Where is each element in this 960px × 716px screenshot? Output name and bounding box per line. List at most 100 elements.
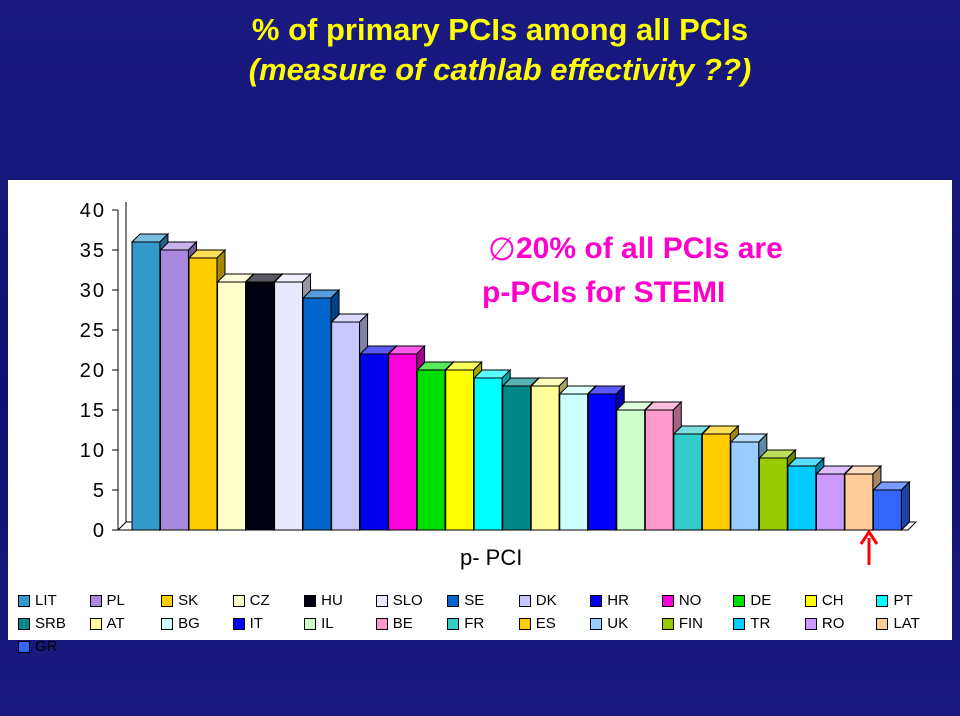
legend-swatch [89, 594, 102, 607]
bar-front [331, 321, 361, 531]
bar-front [559, 393, 589, 531]
bar-chart: 40 35 30 25 20 15 10 5 0 ∅ 20% of all PCIs are p… [80, 200, 918, 570]
y-tick-label: 40 [80, 200, 106, 222]
bar-front [587, 393, 617, 531]
legend-item-SK: SK [161, 592, 233, 609]
bar-front [160, 249, 189, 531]
y-tick-label: 35 [80, 240, 106, 262]
bar-front [701, 433, 731, 531]
legend-item-PL: PL [89, 592, 162, 609]
legend-label: PT [893, 592, 913, 609]
legend-label: CZ [249, 592, 270, 609]
legend-item-BE: BE [375, 615, 448, 632]
legend-label: HU [321, 592, 343, 609]
legend-item-HR: HR [590, 592, 662, 609]
legend-swatch [18, 594, 30, 607]
legend-label: ES [535, 615, 556, 632]
legend-label: SRB [35, 615, 66, 632]
legend-item-SE: SE [447, 592, 519, 609]
legend-swatch [161, 594, 174, 607]
bar-front [787, 465, 817, 531]
legend-label: UK [607, 615, 629, 632]
legend-item-DE: DE [733, 592, 805, 609]
legend-swatch [161, 617, 174, 630]
legend-item-PT: PT [876, 592, 948, 609]
legend-label: CH [821, 592, 844, 609]
legend-label: IT [249, 615, 263, 632]
legend-item-SLO: SLO [375, 592, 448, 609]
legend-label: HR [607, 592, 629, 609]
legend-swatch [661, 594, 674, 607]
legend-label: IL [321, 615, 334, 632]
legend-swatch [590, 617, 603, 630]
legend-swatch [590, 594, 603, 607]
legend-item-BG: BG [161, 615, 233, 632]
legend-label: SLO [392, 592, 423, 609]
legend-item-AT: AT [89, 615, 162, 632]
legend-item-ES: ES [518, 615, 591, 632]
legend-item-IT: IT [232, 615, 305, 632]
y-tick-label: 25 [80, 320, 106, 342]
legend-swatch [876, 617, 889, 630]
legend-item-CZ: CZ [232, 592, 305, 609]
legend-item-UK: UK [590, 615, 662, 632]
legend-label: LIT [35, 592, 57, 609]
bar-front [815, 473, 845, 531]
y-tick-label: 10 [80, 440, 106, 462]
legend-swatch [518, 594, 531, 607]
legend-swatch [18, 640, 30, 653]
bar-front [388, 353, 418, 531]
bar-front [872, 489, 902, 531]
bar-front [644, 409, 674, 531]
bar-front [359, 353, 389, 531]
bar-front [416, 369, 446, 531]
legend-label: LAT [893, 615, 920, 632]
y-tick-label: 0 [93, 520, 106, 542]
bar-GR [872, 480, 911, 532]
bar-front [217, 281, 247, 531]
legend-item-CH: CH [804, 592, 877, 609]
legend-item-DK: DK [518, 592, 591, 609]
y-tick-label: 5 [93, 480, 106, 502]
legend-label: DK [535, 592, 557, 609]
legend-swatch [804, 594, 817, 607]
title-line-1: % of primary PCIs among all PCIs [251, 12, 749, 47]
legend-swatch [375, 594, 388, 607]
legend-label: GR [35, 638, 58, 655]
bar-front [131, 241, 161, 531]
legend-swatch [733, 617, 746, 630]
legend-swatch [304, 617, 317, 630]
annotation-line-2: p-PCIs for STEMI [482, 276, 725, 309]
legend-item-GR: GR [18, 638, 90, 655]
legend-label: DE [750, 592, 772, 609]
legend-item-RO: RO [804, 615, 877, 632]
legend-swatch [661, 617, 674, 630]
bar-front [844, 473, 874, 531]
legend-item-IL: IL [304, 615, 376, 632]
legend-label: PL [106, 592, 125, 609]
bar-front [758, 457, 788, 531]
bar-front [530, 385, 560, 531]
legend-swatch [18, 617, 30, 630]
legend-swatch [804, 617, 817, 630]
legend-label: FIN [678, 615, 704, 632]
legend-swatch [447, 617, 460, 630]
legend-swatch [375, 617, 388, 630]
bar-front [730, 441, 760, 531]
legend-swatch [232, 617, 245, 630]
legend-label: BG [178, 615, 200, 632]
y-tick-label: 15 [80, 400, 106, 422]
legend-item-HU: HU [304, 592, 376, 609]
legend-label: BE [392, 615, 413, 632]
annotation-line-1: 20% of all PCIs are [516, 232, 783, 265]
legend-label: AT [106, 615, 125, 632]
legend-swatch [447, 594, 460, 607]
legend: LIT PL SK CZ HU SLO SE DK HR NO DE CH PT SRB AT BG IT IL B… [18, 592, 948, 655]
legend-item-FR: FR [447, 615, 519, 632]
bar-front [502, 385, 532, 531]
legend-swatch [733, 594, 746, 607]
bar-front [616, 409, 646, 531]
legend-label: NO [678, 592, 702, 609]
legend-swatch [304, 594, 317, 607]
bar-front [302, 297, 332, 531]
